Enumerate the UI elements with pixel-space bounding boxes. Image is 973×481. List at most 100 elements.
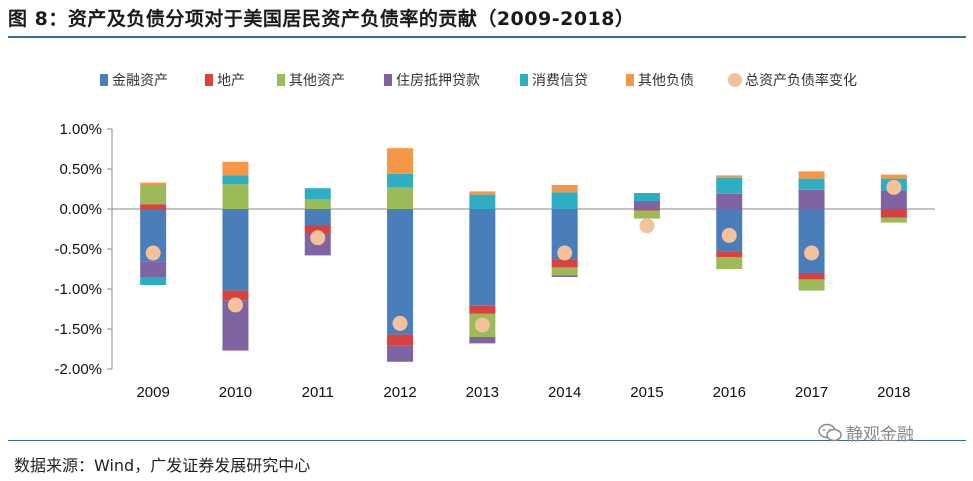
marker-point <box>227 297 243 313</box>
bar-segment <box>551 275 578 277</box>
legend-swatch-4 <box>520 74 528 86</box>
legend-label-0: 金融资产 <box>112 73 168 89</box>
bar-segment <box>140 277 167 285</box>
bar-segment <box>469 194 496 209</box>
x-tick-label: 2013 <box>466 384 499 401</box>
legend-swatch-3 <box>384 74 392 86</box>
y-tick-label: 0.00% <box>59 201 102 218</box>
marker-point <box>392 315 408 331</box>
figure-title: 图 8：资产及负债分项对于美国居民资产负债率的贡献（2009-2018） <box>8 8 635 30</box>
bar-segment <box>880 209 907 218</box>
legend-label-2: 其他资产 <box>289 73 345 89</box>
bar-segment <box>222 290 249 301</box>
bar-segment <box>880 190 907 209</box>
legend-swatch-2 <box>277 74 285 86</box>
bar-segment <box>469 209 496 306</box>
legend-swatch-0 <box>100 74 108 86</box>
bar-segment <box>716 251 743 257</box>
bar-segment <box>633 209 660 211</box>
y-tick-label: -2.00% <box>54 361 102 378</box>
bar-segment <box>880 217 907 223</box>
bar-segment <box>304 225 331 233</box>
bar-segment <box>633 210 660 219</box>
y-axis-labels: 1.00% 0.50% 0.00% -0.50% -1.00% -1.50% -2.00% <box>54 121 102 378</box>
x-axis-labels: 2009 2010 2011 2012 2013 2014 2015 2016 2017 2018 <box>136 384 910 401</box>
bar-segment <box>387 345 414 362</box>
bar-segment <box>222 184 249 209</box>
bar-segment <box>798 209 825 273</box>
marker-point <box>557 245 573 261</box>
bar-segment <box>798 189 825 209</box>
legend-swatch-5 <box>626 74 634 86</box>
y-tick-label: -1.00% <box>54 281 102 298</box>
watermark: 静观金融 <box>818 420 914 445</box>
bar-segment <box>716 257 743 269</box>
legend-swatch-1 <box>205 74 213 86</box>
bar-segment <box>798 279 825 291</box>
bar-segment <box>716 175 743 178</box>
x-tick-label: 2018 <box>877 384 910 401</box>
wechat-icon <box>818 423 842 441</box>
marker-point <box>310 230 326 246</box>
bar-segment <box>387 173 414 188</box>
x-tick-label: 2017 <box>795 384 828 401</box>
x-tick-label: 2011 <box>302 384 334 401</box>
bar-series <box>140 148 907 362</box>
bar-segment <box>469 337 496 344</box>
bar-segment <box>222 161 249 176</box>
y-tick-label: -1.50% <box>54 321 102 338</box>
legend-label-4: 消费信贷 <box>532 73 588 89</box>
title-divider <box>8 36 966 38</box>
legend-label-5: 其他负债 <box>638 73 694 89</box>
bar-segment <box>716 177 743 194</box>
marker-point <box>639 218 655 234</box>
bar-segment <box>551 267 578 276</box>
bar-segment <box>387 334 414 346</box>
marker-point <box>145 245 161 261</box>
footer-divider <box>8 440 966 441</box>
marker-point <box>474 317 490 333</box>
bar-segment <box>469 191 496 195</box>
marker-series <box>145 179 902 333</box>
bar-segment <box>798 178 825 190</box>
bar-segment <box>140 261 167 277</box>
stacked-bar-chart: 金融资产 地产 其他资产 住房抵押贷款 消费信贷 其他负债 总资产负债率变化 2009 201… <box>54 72 935 401</box>
bar-segment <box>222 175 249 185</box>
bar-segment <box>140 185 167 205</box>
marker-point <box>721 227 737 243</box>
bar-segment <box>387 148 414 174</box>
bar-segment <box>551 185 578 193</box>
x-tick-label: 2015 <box>630 384 663 401</box>
bar-segment <box>304 209 331 225</box>
x-tick-label: 2010 <box>219 384 252 401</box>
bar-segment <box>551 259 578 268</box>
bar-segment <box>551 192 578 209</box>
source-note: 数据来源：Wind，广发证券发展研究中心 <box>14 456 311 475</box>
y-tick-label: -0.50% <box>54 241 102 258</box>
x-tick-label: 2012 <box>383 384 416 401</box>
y-tick-label: 0.50% <box>59 161 102 178</box>
x-tick-label: 2014 <box>548 384 581 401</box>
legend-label-3: 住房抵押贷款 <box>396 73 480 89</box>
bar-segment <box>387 187 414 209</box>
legend-label-1: 地产 <box>217 73 245 89</box>
bar-segment <box>222 209 249 291</box>
bar-segment <box>798 171 825 179</box>
legend-label-6: 总资产负债率变化 <box>745 72 857 89</box>
bar-segment <box>716 193 743 209</box>
bar-segment <box>304 199 331 209</box>
x-tick-label: 2009 <box>136 384 169 401</box>
watermark-text: 静观金融 <box>846 425 914 445</box>
axes <box>107 128 935 370</box>
chart-legend: 金融资产 地产 其他资产 住房抵押贷款 消费信贷 其他负债 总资产负债率变化 <box>100 72 857 89</box>
bar-segment <box>633 193 660 201</box>
bar-segment <box>140 204 167 209</box>
bar-segment <box>798 273 825 280</box>
y-tick-label: 1.00% <box>59 121 102 138</box>
bar-segment <box>469 305 496 314</box>
bar-segment <box>880 174 907 179</box>
marker-point <box>804 245 820 261</box>
x-tick-label: 2016 <box>713 384 746 401</box>
marker-point <box>886 179 902 195</box>
bar-segment <box>633 201 660 209</box>
